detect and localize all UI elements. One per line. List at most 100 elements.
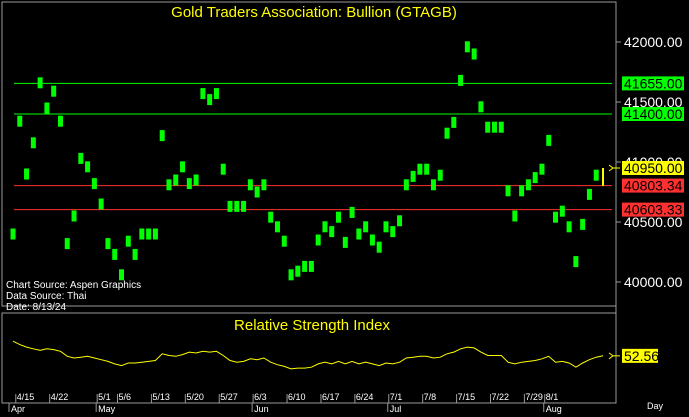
price-bar-6/10 <box>288 269 294 281</box>
price-bar-5/9 <box>139 228 145 240</box>
month-label-jul: Jul <box>390 404 402 414</box>
price-bar-7/12 <box>451 116 457 128</box>
price-bar-4/16 <box>24 168 30 180</box>
reference-tag-0: 41655.00 <box>624 75 683 91</box>
price-bar-5/28 <box>227 200 233 212</box>
price-bar-5/1 <box>98 198 104 210</box>
source-line-date: Date: 8/13/24 <box>6 302 66 313</box>
price-bar-4/24 <box>64 238 70 250</box>
x-tick-label-1: 4/22 <box>51 392 69 402</box>
price-bar-4/15 <box>17 115 23 127</box>
x-tick-label-13: 7/15 <box>458 392 476 402</box>
price-bar-8/12 <box>593 169 599 181</box>
month-label-may: May <box>98 404 116 414</box>
price-bar-6/27 <box>376 241 382 253</box>
price-bar-5/8 <box>132 248 138 260</box>
price-bar-7/9 <box>430 179 436 191</box>
price-bar-7/29 <box>525 179 531 191</box>
price-bar-5/24 <box>213 88 219 100</box>
reference-tag-2: 40803.34 <box>624 178 683 194</box>
price-bar-6/3 <box>254 186 260 198</box>
price-bar-7/24 <box>505 185 511 197</box>
reference-tag-2-bg <box>622 178 684 193</box>
x-axis-unit-label: Day <box>647 401 664 411</box>
price-bar-8/7 <box>573 256 579 268</box>
price-bar-5/10 <box>146 228 152 240</box>
price-bar-7/26 <box>519 185 525 197</box>
last-price-tag: 40950.00 <box>624 160 683 176</box>
reference-tag-1: 41400.00 <box>624 106 683 122</box>
price-bar-6/17 <box>322 221 328 233</box>
price-bar-6/7 <box>281 235 287 247</box>
price-bar-5/13 <box>152 228 158 240</box>
x-tick-label-5: 5/20 <box>186 392 204 402</box>
x-tick-label-12: 7/8 <box>424 392 437 402</box>
price-bar-8/1 <box>546 134 552 146</box>
price-bar-5/27 <box>220 163 226 175</box>
price-bar-8/5 <box>559 205 565 217</box>
x-tick-label-3: 5/6 <box>119 392 132 402</box>
price-bar-8/8 <box>580 218 586 230</box>
price-bar-5/23 <box>207 94 213 106</box>
price-bar-7/4 <box>410 170 416 182</box>
price-bar-6/20 <box>342 236 348 248</box>
price-bar-4/30 <box>91 178 97 190</box>
price-bar-4/26 <box>78 152 84 164</box>
price-bar-8/6 <box>566 221 572 233</box>
price-bar-5/15 <box>166 179 172 191</box>
price-bar-6/18 <box>329 226 335 238</box>
price-bar-5/14 <box>159 130 165 142</box>
y-tick-label-0: 42000.00 <box>624 34 683 50</box>
rsi-last-tag-bg <box>622 348 658 363</box>
rsi-line <box>12 340 604 370</box>
price-bar-7/11 <box>444 127 450 139</box>
last-price-tag-bg <box>622 161 684 175</box>
price-bar-7/31 <box>539 163 545 175</box>
rsi-last-value-tag: 52.56 <box>624 348 659 364</box>
price-bar-7/5 <box>417 163 423 175</box>
source-line-data: Data Source: Thai <box>6 291 86 302</box>
price-bar-8/9 <box>586 188 592 200</box>
x-tick-label-11: 7/1 <box>390 392 403 402</box>
price-bar-4/18 <box>37 77 43 89</box>
price-bar-5/6 <box>119 269 125 281</box>
price-bar-7/8 <box>424 163 430 175</box>
x-tick-label-9: 6/17 <box>322 392 340 402</box>
price-bar-4/12 <box>10 228 16 240</box>
price-bar-6/25 <box>363 221 369 233</box>
month-label-jun: Jun <box>254 404 269 414</box>
price-bar-6/21 <box>349 206 355 218</box>
price-bar-4/25 <box>71 210 77 222</box>
price-bar-7/1 <box>390 226 396 238</box>
price-bar-6/5 <box>268 211 274 223</box>
x-tick-label-14: 7/22 <box>491 392 509 402</box>
price-panel-frame <box>1 1 617 307</box>
x-tick-label-16: 8/1 <box>546 392 559 402</box>
price-bar-7/22 <box>491 121 497 133</box>
price-bar-7/10 <box>437 169 443 181</box>
price-bar-6/6 <box>274 221 280 233</box>
price-chart-title: Gold Traders Association: Bullion (GTAGB… <box>171 4 457 21</box>
price-bar-7/25 <box>512 210 518 222</box>
x-tick-label-8: 6/10 <box>288 392 306 402</box>
price-bar-7/19 <box>485 121 491 133</box>
price-bar-6/19 <box>336 211 342 223</box>
price-bar-6/13 <box>308 260 314 272</box>
y-tick-label-3: 40500.00 <box>624 214 683 230</box>
price-bar-5/7 <box>125 235 131 247</box>
y-tick-label-1: 41500.00 <box>624 94 683 110</box>
rsi-arrow-icon <box>608 352 614 360</box>
price-bar-6/11 <box>295 265 301 277</box>
x-tick-label-2: 5/1 <box>98 392 111 402</box>
price-bar-5/2 <box>105 238 111 250</box>
source-line-chart: Chart Source: Aspen Graphics <box>6 280 141 291</box>
price-bar-5/16 <box>173 174 179 186</box>
price-bar-7/30 <box>532 172 538 184</box>
price-bar-6/24 <box>356 228 362 240</box>
price-bar-5/31 <box>247 179 253 191</box>
price-bar-5/22 <box>200 88 206 100</box>
x-tick-label-7: 6/3 <box>254 392 267 402</box>
price-bar-7/23 <box>498 121 504 133</box>
price-bar-5/21 <box>193 174 199 186</box>
